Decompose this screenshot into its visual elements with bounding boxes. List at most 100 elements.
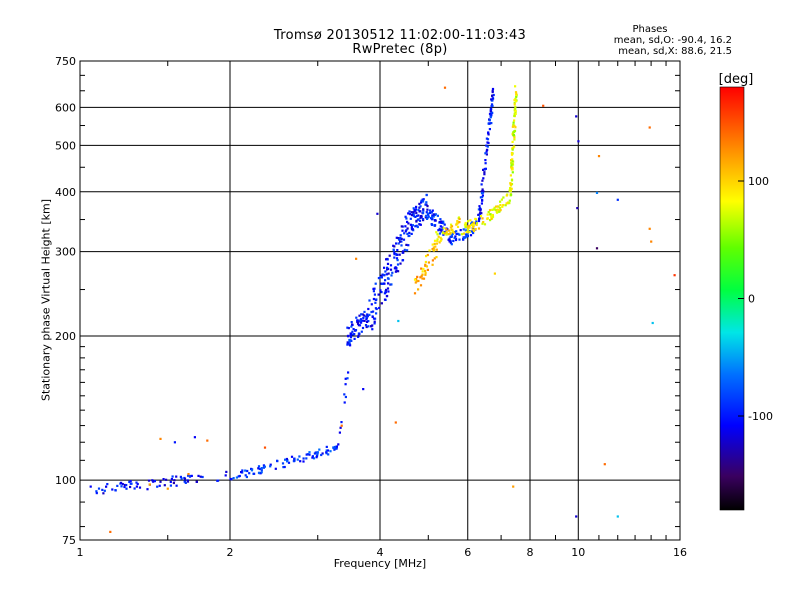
x-mode-point [508,199,511,202]
x-mode-point [422,277,426,280]
x-mode-point [431,248,434,251]
x-mode-point [435,242,438,245]
o-mode-point [114,489,117,492]
o-mode-point [385,258,388,261]
o-mode-point [450,243,453,246]
o-mode-point [260,471,263,474]
x-mode-point [496,205,499,208]
o-mode-point [418,206,421,209]
o-mode-point [400,225,403,228]
outlier-point [397,319,400,323]
o-mode-point [429,211,432,214]
outlier-point [166,487,169,490]
o-mode-point [360,313,363,316]
o-mode-point [286,460,289,463]
outlier-point [173,441,176,444]
o-mode-point [481,194,484,197]
x-mode-point [490,215,493,218]
o-mode-point [162,478,165,481]
x-axis-label: Frequency [MHz] [333,557,427,570]
x-mode-point [447,229,451,232]
o-mode-point [440,221,443,224]
o-mode-point [311,456,314,459]
x-mode-point [425,255,428,258]
x-mode-point [510,166,513,169]
x-mode-point [449,226,452,229]
outlier-point [394,421,397,424]
o-mode-point [373,322,376,325]
x-mode-point [458,217,461,221]
o-mode-point [483,171,486,174]
x-mode-point [504,204,507,207]
o-mode-point [163,484,166,487]
x-mode-point [415,280,418,283]
o-mode-point [358,332,361,335]
x-mode-point [455,222,458,225]
o-mode-point [406,220,409,223]
x-mode-point [499,209,502,212]
o-mode-point [360,330,363,333]
o-mode-point [400,244,403,247]
x-mode-point [475,223,478,226]
o-mode-point [350,321,353,324]
outlier-point [443,86,447,89]
o-mode-point [370,325,373,328]
o-mode-point [390,283,393,286]
o-mode-point [349,336,353,339]
o-mode-point [491,87,495,91]
x-mode-point [416,275,419,278]
o-mode-point [156,485,159,488]
x-mode-point [506,202,510,205]
o-mode-point [121,483,124,486]
o-mode-point [420,199,423,202]
o-mode-point [287,461,291,464]
o-mode-point [470,230,473,233]
o-mode-point [357,334,360,337]
y-tick-label: 300 [55,246,76,259]
o-mode-point [383,273,386,277]
o-mode-point [430,216,434,219]
o-mode-point [360,321,363,324]
o-mode-point [361,326,365,330]
o-mode-point [383,266,386,269]
x-mode-point [479,215,483,218]
o-mode-point [486,141,489,144]
o-mode-point [489,108,493,111]
o-mode-point [129,485,132,489]
o-mode-point [466,235,469,238]
o-mode-point [348,340,351,343]
o-mode-point [387,272,390,275]
x-mode-point [436,238,439,241]
outlier-point [576,207,579,210]
o-mode-point [438,232,442,235]
o-mode-point [389,264,393,267]
o-mode-point [346,334,350,337]
o-mode-point [385,288,388,291]
phase-x-stats: mean, sd,X: 88.6, 21.5 [618,46,732,57]
o-mode-point [159,480,162,483]
x-mode-point [483,223,487,226]
o-mode-point [387,290,390,293]
o-mode-point [419,205,422,208]
o-mode-point [405,229,408,232]
outlier-point [616,198,619,201]
o-mode-point [462,228,465,231]
o-mode-point [408,231,411,234]
o-mode-point [363,314,366,317]
o-mode-point [175,484,178,487]
outlier-point [89,485,92,488]
o-mode-point [179,475,182,478]
o-mode-point [365,318,368,321]
o-mode-point [361,319,364,322]
x-mode-point [421,277,424,280]
chart-title: Tromsø 20130512 11:02:00-11:03:43 [273,28,527,43]
o-mode-point [424,214,428,217]
o-mode-point [282,466,285,469]
x-mode-point [468,226,471,229]
o-mode-point [406,232,409,235]
o-mode-point [490,122,493,125]
o-mode-point [349,344,352,347]
x-mode-point [489,213,492,216]
x-mode-point [491,213,494,217]
o-mode-point [399,240,402,243]
